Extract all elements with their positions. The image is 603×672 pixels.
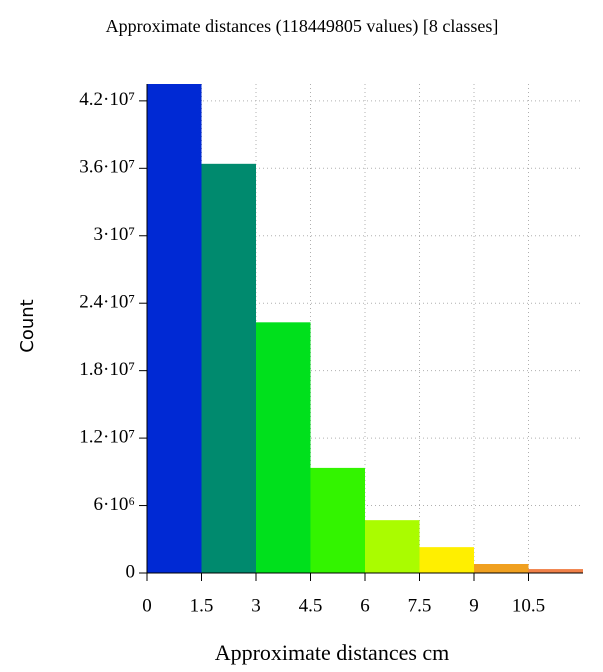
- y-axis-label: Count: [17, 299, 38, 352]
- x-tick-label: 1.5: [190, 595, 214, 616]
- bar: [147, 84, 202, 573]
- x-axis-label: Approximate distances cm: [215, 640, 450, 665]
- bar: [365, 520, 420, 573]
- y-tick-label: 4.2·10⁷: [79, 89, 135, 110]
- y-tick-label: 1.2·10⁷: [79, 426, 135, 447]
- y-tick-label: 3·10⁷: [94, 224, 135, 245]
- x-tick-label: 7.5: [408, 595, 432, 616]
- chart-title: Approximate distances (118449805 values)…: [106, 16, 499, 37]
- bar: [310, 467, 365, 573]
- bar: [201, 163, 256, 574]
- x-tick-label: 4.5: [299, 595, 323, 616]
- x-tick-label: 0: [142, 595, 152, 616]
- bar: [256, 322, 311, 573]
- bar: [528, 569, 583, 573]
- y-tick-label: 6·10⁶: [94, 494, 135, 515]
- x-tick-label: 3: [251, 595, 261, 616]
- y-tick-label: 1.8·10⁷: [79, 359, 135, 380]
- y-tick-label: 0: [126, 561, 136, 582]
- bar: [474, 564, 529, 573]
- y-tick-label: 2.4·10⁷: [79, 292, 135, 313]
- y-tick-label: 3.6·10⁷: [79, 157, 135, 178]
- x-tick-label: 6: [360, 595, 370, 616]
- x-tick-label: 10.5: [512, 595, 545, 616]
- bar: [419, 547, 474, 573]
- x-tick-label: 9: [469, 595, 479, 616]
